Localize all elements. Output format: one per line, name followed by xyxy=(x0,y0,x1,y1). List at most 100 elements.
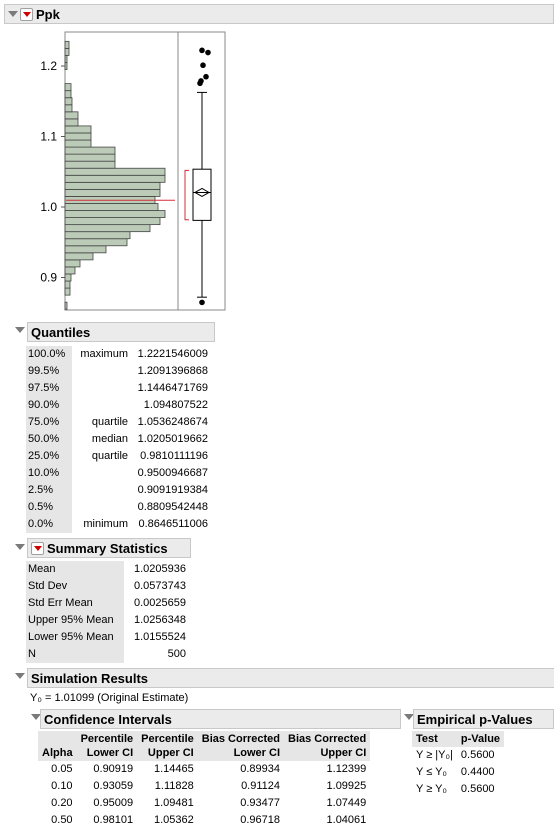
histogram-bar xyxy=(64,40,70,49)
histogram-bar xyxy=(64,153,116,162)
histogram-bar xyxy=(64,252,94,261)
quantile-percent: 97.5% xyxy=(26,380,72,397)
quantile-value: 0.9500946687 xyxy=(137,467,208,479)
histogram-bar xyxy=(64,146,116,155)
y-tick-label: 1.1 xyxy=(40,130,57,144)
pvalues-outline-header[interactable]: Empirical p-Values xyxy=(413,709,554,729)
summary-label: Std Dev xyxy=(26,578,124,595)
simulation-disclosure-icon[interactable] xyxy=(15,673,25,679)
y-tick-label: 0.9 xyxy=(40,271,57,285)
ci-header-line1: Alpha xyxy=(42,747,73,759)
quantiles-disclosure-icon[interactable] xyxy=(15,327,25,333)
pvalue-row: Y ≤ Y₀ 0.4400 xyxy=(412,764,504,781)
histogram-bar xyxy=(64,167,166,176)
quantile-row: 10.0% 0.9500946687 xyxy=(26,465,210,482)
summary-row: Mean 1.0205936 xyxy=(26,561,188,578)
summary-value: 1.0155524 xyxy=(134,631,186,643)
ci-disclosure-icon[interactable] xyxy=(31,714,41,720)
ci-column-header[interactable]: Bias Corrected Lower CI xyxy=(197,731,285,761)
quantile-label: maximum xyxy=(80,348,128,360)
histogram-bar xyxy=(64,160,116,169)
ppk-outline-header[interactable]: Ppk xyxy=(4,4,554,24)
confidence-intervals-table: Alpha Percentile Lower CI Percentile Upper C… xyxy=(38,731,371,829)
summary-label: Mean xyxy=(26,561,124,578)
quantile-row: 0.0% minimum 0.8646511006 xyxy=(26,516,210,533)
ci-value-cell: 0.91124 xyxy=(241,780,281,792)
histogram-bar xyxy=(64,217,161,226)
ci-value-cell: 1.09925 xyxy=(326,780,367,792)
quantile-value: 0.9810111196 xyxy=(140,450,208,462)
pvalue-test-cell: Y ≥ Y₀ xyxy=(416,783,447,795)
ci-value-cell: 0.96718 xyxy=(240,814,281,826)
disclosure-expanded-icon[interactable] xyxy=(8,11,18,17)
histogram-bar xyxy=(64,104,73,113)
outlier-point xyxy=(203,73,209,80)
quantile-row: 50.0% median 1.0205019662 xyxy=(26,431,210,448)
histogram-bar xyxy=(64,118,79,127)
summary-red-triangle-menu-icon[interactable] xyxy=(31,542,44,555)
quantile-value: 1.2221546009 xyxy=(137,348,208,360)
quantile-value: 1.1446471769 xyxy=(137,382,208,394)
quantile-percent: 100.0% xyxy=(26,346,72,363)
red-triangle-menu-icon[interactable] xyxy=(20,8,33,21)
pvalue-row: Y ≥ Y₀ 0.5600 xyxy=(412,781,504,798)
ci-column-header[interactable]: Alpha xyxy=(38,731,77,761)
histogram-bar xyxy=(64,47,70,56)
quantile-percent: 0.0% xyxy=(26,516,72,533)
ci-value-cell: 1.09481 xyxy=(153,797,194,809)
ci-value-cell: 0.95009 xyxy=(93,797,134,809)
summary-value: 1.0205936 xyxy=(134,563,186,575)
pvalue-test-cell: Y ≥ |Y₀| xyxy=(416,749,453,761)
histogram-bar xyxy=(64,139,92,148)
quantile-label xyxy=(72,465,134,482)
histogram-bars xyxy=(64,40,175,310)
ppk-distribution-plot: 1.2 1.1 1.0 0.9 xyxy=(40,31,226,311)
simulation-outline-header[interactable]: Simulation Results xyxy=(27,668,554,688)
histogram-bar xyxy=(64,231,131,240)
ci-header-line1: Bias Corrected xyxy=(201,733,281,745)
ci-column-header[interactable]: Percentile Upper CI xyxy=(137,731,198,761)
pvalue-column-header[interactable]: Test xyxy=(412,731,457,747)
histogram-bar xyxy=(64,188,161,197)
histogram-bar xyxy=(64,224,151,233)
summary-outline-header[interactable]: Summary Statistics xyxy=(27,538,191,558)
ci-outline-header[interactable]: Confidence Intervals xyxy=(40,709,401,729)
ci-column-header[interactable]: Bias Corrected Upper CI xyxy=(284,731,371,761)
summary-label: N xyxy=(26,646,124,663)
histogram-bar xyxy=(64,245,107,254)
quantile-percent: 75.0% xyxy=(26,414,72,431)
summary-row: Upper 95% Mean 1.0256348 xyxy=(26,612,188,629)
ci-value-cell: 1.07449 xyxy=(326,797,367,809)
quantile-percent: 50.0% xyxy=(26,431,72,448)
pvalue-row: Y ≥ |Y₀| 0.5600 xyxy=(412,747,504,764)
interquartile-box xyxy=(192,168,212,221)
ci-value-cell: 1.04061 xyxy=(326,814,367,826)
ci-value-cell: 0.93477 xyxy=(240,797,281,809)
quantile-row: 0.5% 0.8809542448 xyxy=(26,499,210,516)
ci-title: Confidence Intervals xyxy=(44,711,172,727)
quantiles-outline-header[interactable]: Quantiles xyxy=(27,322,215,342)
summary-disclosure-icon[interactable] xyxy=(15,544,25,550)
quantile-label xyxy=(72,499,134,516)
summary-row: N 500 xyxy=(26,646,188,663)
mean-diamond xyxy=(193,187,211,198)
quantile-row: 2.5% 0.9091919384 xyxy=(26,482,210,499)
quantile-label: median xyxy=(91,433,128,445)
quantile-label: quartile xyxy=(91,416,128,428)
summary-label: Lower 95% Mean xyxy=(26,629,124,646)
pvalues-disclosure-icon[interactable] xyxy=(404,714,414,720)
quantile-percent: 99.5% xyxy=(26,363,72,380)
histogram-bar xyxy=(64,125,92,134)
ppk-title: Ppk xyxy=(36,6,60,22)
ci-value-cell: 0.98101 xyxy=(93,814,134,826)
histogram-bar xyxy=(64,301,68,310)
summary-row: Lower 95% Mean 1.0155524 xyxy=(26,629,188,646)
ci-column-header[interactable]: Percentile Lower CI xyxy=(76,731,138,761)
quantile-label xyxy=(72,380,134,397)
ci-alpha-cell: 0.50 xyxy=(51,814,73,826)
pvalue-column-header[interactable]: p-Value xyxy=(456,731,505,747)
summary-title: Summary Statistics xyxy=(47,540,168,556)
quantile-label xyxy=(72,397,134,414)
ci-value-cell: 1.05362 xyxy=(153,814,194,826)
histogram-bar xyxy=(64,111,79,120)
